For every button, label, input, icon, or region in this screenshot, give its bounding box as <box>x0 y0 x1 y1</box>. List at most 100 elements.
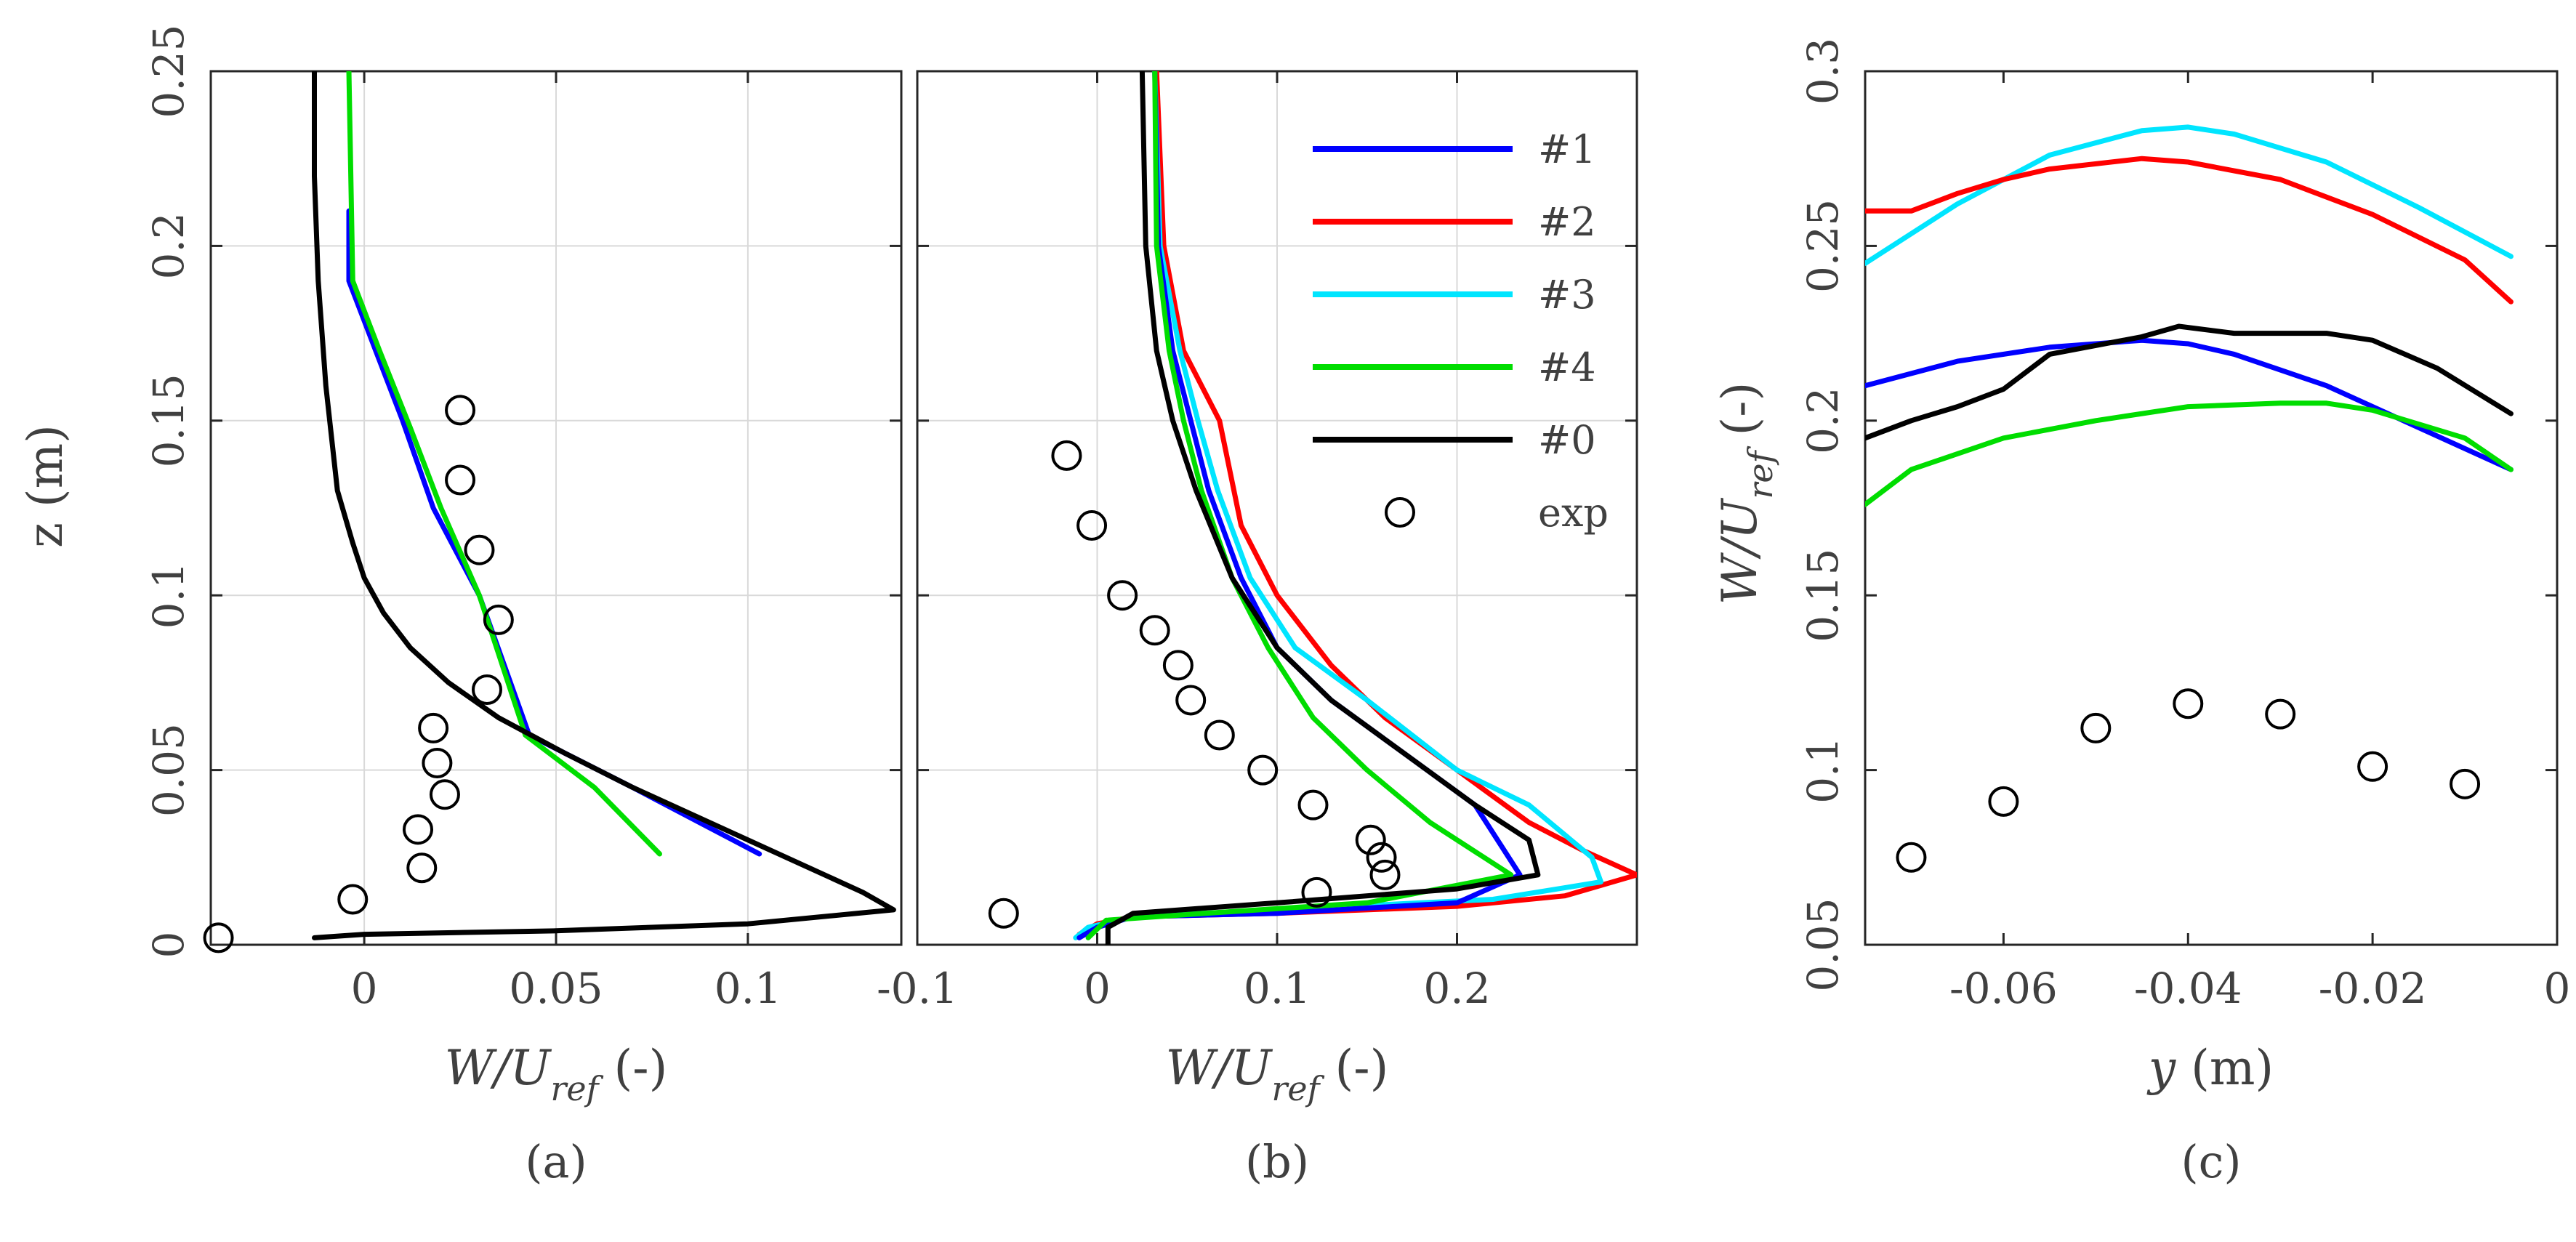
axis-box <box>1864 70 2559 946</box>
exp-marker <box>483 604 514 635</box>
y-axis-title-sub: ref <box>1741 445 1780 499</box>
x-axis-title: y (m) <box>2146 1040 2274 1096</box>
series-line-s0 <box>1865 323 2513 441</box>
x-axis-title-unit: (m) <box>2175 1040 2274 1096</box>
exp-marker <box>2265 698 2296 730</box>
y-tick-label: 0.1 <box>1798 736 1848 803</box>
legend-label: #1 <box>1538 126 1596 172</box>
plot-area <box>1865 124 2513 507</box>
exp-marker <box>1366 842 1397 873</box>
exp-marker <box>418 712 449 743</box>
exp-marker <box>1076 510 1108 541</box>
plot-area <box>312 71 896 940</box>
exp-marker <box>2173 688 2204 719</box>
legend-marker <box>1385 497 1415 528</box>
exp-marker <box>1369 859 1401 890</box>
x-axis-title: W/Uref (-) <box>1166 1040 1389 1108</box>
exp-marker <box>403 814 433 845</box>
x-axis-title-main: W/U <box>445 1040 552 1096</box>
x-tick-label: 0 <box>1084 964 1111 1013</box>
series-line-s4 <box>1865 400 2513 507</box>
series-line-s4 <box>346 71 662 857</box>
plot-area <box>1073 71 1637 945</box>
y-axis-title-main: W/U <box>1712 497 1768 605</box>
y-tick-label: 0.05 <box>144 723 193 817</box>
series-line-s0 <box>312 71 896 940</box>
y-axis-title: z (m) <box>17 424 73 548</box>
panel-label: (a) <box>525 1135 587 1188</box>
exp-marker <box>1247 754 1279 786</box>
panel-label: (c) <box>2181 1135 2241 1188</box>
exp-marker <box>472 674 502 706</box>
x-tick-label: 0 <box>2544 964 2571 1013</box>
exp-marker <box>1162 650 1194 681</box>
series-line-s4 <box>1085 71 1514 940</box>
x-tick-label: 0.1 <box>715 964 781 1013</box>
panel-a: 0 0.05 0.1 0 0.05 0.1 0.15 0.2 0.25 W/Uref (-) z (… <box>17 24 903 1188</box>
series-line-s3 <box>1865 124 2513 266</box>
y-axis-title-unit: (-) <box>1712 382 1768 451</box>
exp-marker <box>337 884 369 915</box>
exp-marker <box>464 534 495 565</box>
exp-marker <box>988 898 1019 929</box>
panel-label: (b) <box>1245 1135 1309 1188</box>
exp-marker <box>422 747 453 778</box>
exp-marker <box>406 852 438 884</box>
panel-c: -0.06 -0.04 -0.02 0 0.05 0.1 0.15 0.2 0.25 0.3 y (… <box>1712 38 2570 1188</box>
legend-label: #2 <box>1538 199 1596 245</box>
y-tick-label: 0.2 <box>144 212 193 279</box>
exp-marker <box>1301 876 1332 908</box>
x-tick-label: -0.02 <box>2319 964 2427 1013</box>
x-tick-label: 0.2 <box>1423 964 1490 1013</box>
y-tick-label: 0.3 <box>1798 38 1848 105</box>
exp-marker <box>203 922 234 953</box>
exp-marker <box>1297 789 1329 820</box>
x-tick-label: -0.04 <box>2134 964 2242 1013</box>
exp-marker <box>1204 719 1235 751</box>
exp-marker <box>1988 786 2019 817</box>
exp-marker <box>1139 615 1170 646</box>
y-tick-label: 0.05 <box>1798 898 1848 991</box>
x-axis-title-main: y <box>2146 1040 2176 1096</box>
x-tick-label: -0.1 <box>877 964 958 1013</box>
exp-marker <box>1355 824 1386 855</box>
legend-label: #0 <box>1538 417 1596 463</box>
x-axis-title-sub: ref <box>550 1069 603 1108</box>
x-tick-label: 0.1 <box>1244 964 1311 1013</box>
y-axis-title: W/Uref (-) <box>1712 382 1780 605</box>
x-axis-title-unit: (-) <box>1320 1040 1389 1096</box>
legend-label: #4 <box>1538 344 1596 390</box>
x-axis-title: W/Uref (-) <box>445 1040 668 1108</box>
exp-marker <box>1051 440 1082 471</box>
exp-marker <box>2450 768 2481 799</box>
x-tick-label: -0.06 <box>1949 964 2058 1013</box>
y-tick-label: 0.2 <box>1798 387 1848 454</box>
series-line-s0 <box>1105 71 1541 945</box>
y-tick-label: 0.15 <box>1798 549 1848 642</box>
exp-marker <box>2080 712 2112 743</box>
y-tick-label: 0.25 <box>144 24 193 118</box>
exp-marker <box>445 395 476 426</box>
x-axis-title-sub: ref <box>1271 1069 1324 1108</box>
exp-marker <box>1175 685 1207 716</box>
panel-b: -0.1 0 0.1 0.2 W/Uref (-) #1 #2 #3 #4 #0 exp (b) <box>877 70 1638 1188</box>
y-tick-label: 0.15 <box>144 374 193 467</box>
x-tick-label: 0.05 <box>509 964 603 1013</box>
exp-marker <box>429 779 460 810</box>
legend-label: #3 <box>1538 272 1596 318</box>
y-tick-label: 0.1 <box>144 562 193 629</box>
exp-marker <box>2357 751 2388 782</box>
series-line-s2 <box>1865 156 2513 305</box>
exp-marker <box>445 464 476 496</box>
exp-marker <box>1107 580 1138 611</box>
axis-box <box>209 70 903 946</box>
axis-box <box>916 70 1638 946</box>
y-tick-label: 0.25 <box>1798 199 1848 293</box>
legend-label: exp <box>1538 490 1609 536</box>
exp-marker <box>1896 842 1927 873</box>
x-axis-title-unit: (-) <box>599 1040 668 1096</box>
y-tick-label: 0 <box>144 932 193 959</box>
x-axis-title-main: W/U <box>1166 1040 1273 1096</box>
x-tick-label: 0 <box>351 964 378 1013</box>
